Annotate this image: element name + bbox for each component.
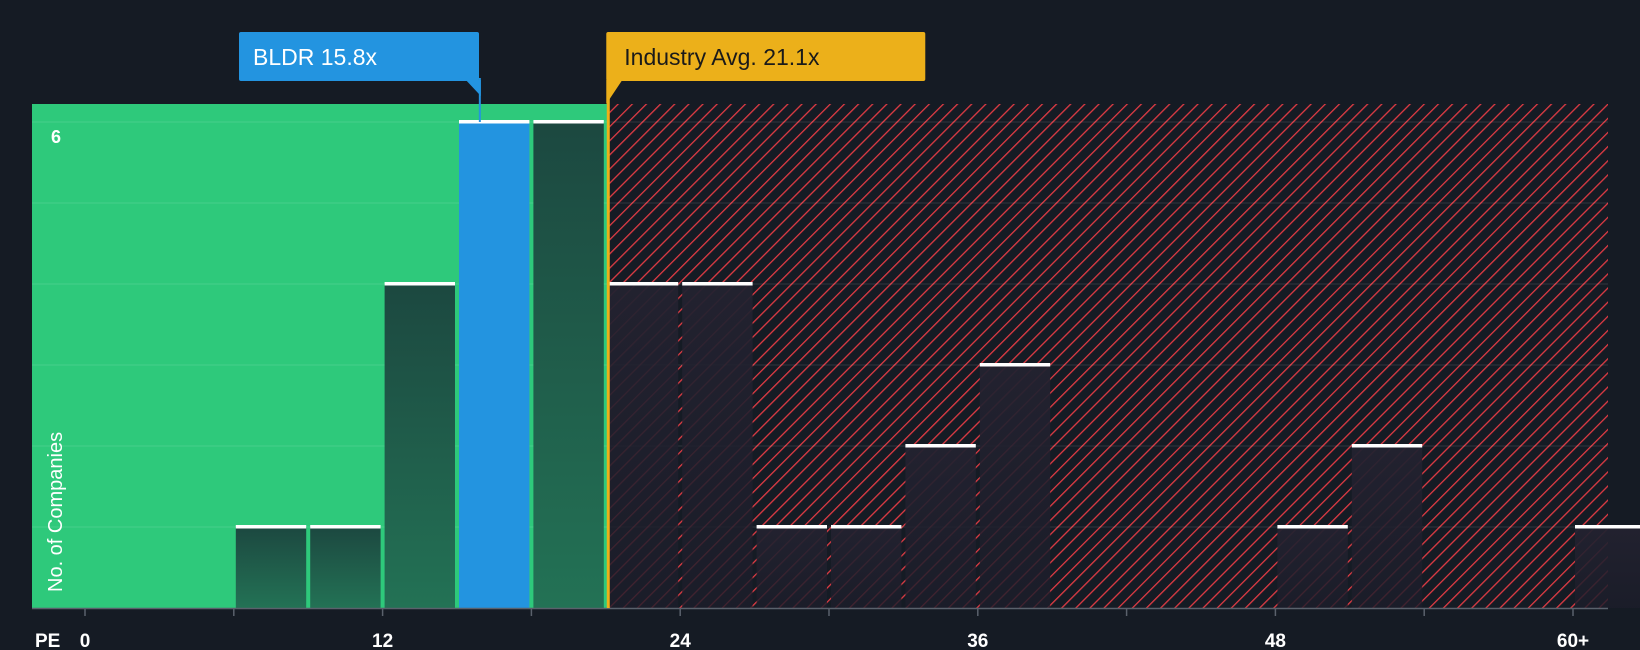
histogram-bar	[905, 446, 976, 608]
histogram-bar	[235, 527, 307, 608]
bar-top-line	[533, 120, 604, 124]
histogram-bar	[682, 284, 753, 608]
industry-callout-pointer	[606, 80, 623, 104]
bar-top-line	[682, 282, 753, 286]
bar-top-line	[905, 444, 976, 448]
y-axis-label: No. of Companies	[45, 432, 67, 592]
histogram-bar	[459, 122, 530, 608]
industry-callout-box	[606, 32, 926, 81]
bar-top-line	[831, 525, 902, 529]
x-tick-label: 12	[372, 631, 393, 650]
bar-top-line	[459, 120, 530, 124]
bar-top-line	[756, 525, 827, 529]
bar-top-line	[607, 282, 679, 286]
x-tick-label: 0	[80, 631, 91, 650]
histogram-bar	[831, 527, 902, 608]
histogram-bar	[533, 122, 604, 608]
bar-top-line	[979, 363, 1051, 367]
x-tick-label: 60+	[1557, 631, 1589, 650]
company-callout-pointer	[465, 80, 481, 96]
histogram-bar	[384, 284, 455, 608]
histogram-bar	[310, 527, 381, 608]
bar-top-line	[384, 282, 455, 286]
industry-pe-label: Industry Avg. 21.1x	[624, 44, 820, 70]
histogram-bar	[756, 527, 827, 608]
histogram-bar	[1277, 527, 1348, 608]
bar-top-line	[1277, 525, 1348, 529]
histogram-bar	[979, 365, 1051, 608]
bar-top-line	[310, 525, 381, 529]
company-callout-box	[239, 32, 479, 81]
x-tick-label: 36	[967, 631, 988, 650]
histogram-bar	[1351, 446, 1423, 608]
histogram-bar	[607, 284, 679, 608]
bar-top-line	[1351, 444, 1423, 448]
histogram-bar	[1575, 527, 1640, 608]
bar-top-line	[235, 525, 307, 529]
company-pe-label: BLDR 15.8x	[253, 44, 378, 70]
overvalued-zone	[607, 104, 1608, 608]
x-tick-label: 48	[1265, 631, 1286, 650]
y-tick-label: 6	[51, 127, 61, 147]
x-tick-label: 24	[670, 631, 692, 650]
x-axis-label: PE	[35, 631, 60, 650]
bar-top-line	[1575, 525, 1640, 529]
